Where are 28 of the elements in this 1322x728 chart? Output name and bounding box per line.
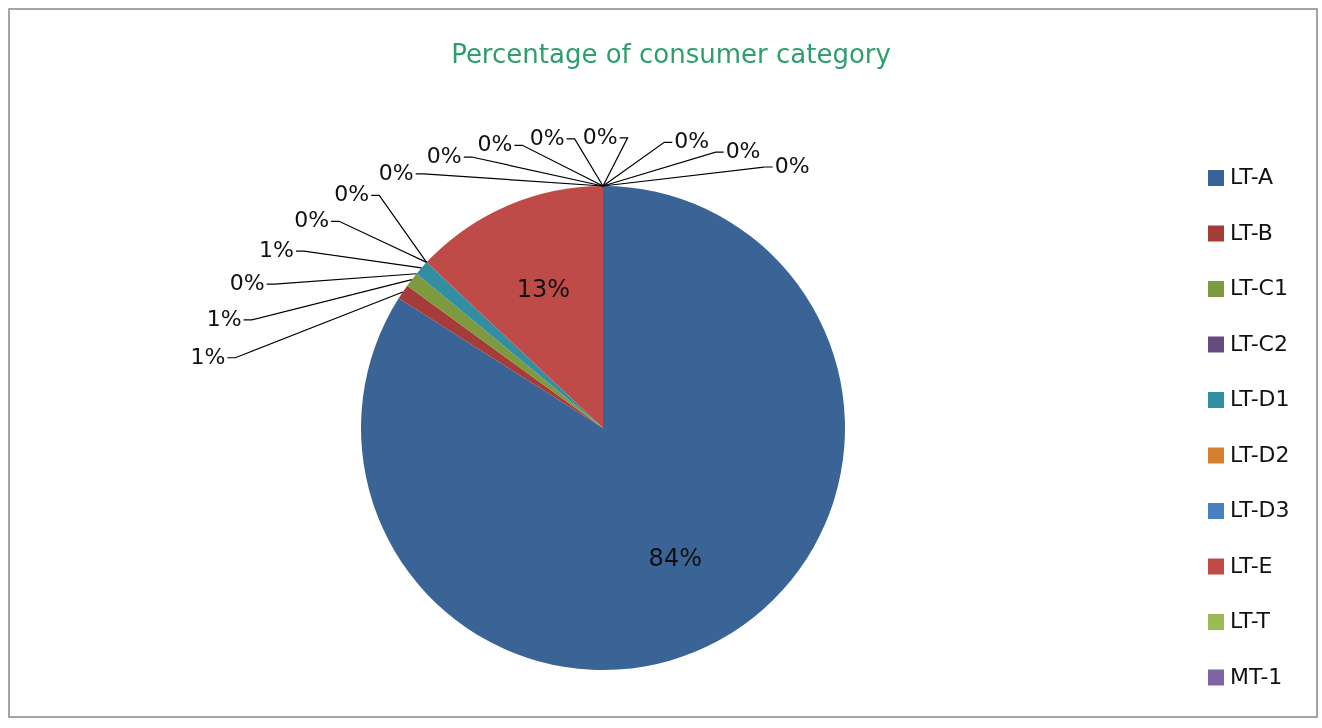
legend-label: LT-D3 [1230, 497, 1290, 522]
text: 0% [378, 159, 414, 185]
text: 0% [774, 152, 810, 178]
text: 0% [477, 131, 513, 157]
data-label: 13% [516, 275, 571, 304]
text: 0% [294, 207, 330, 233]
legend-label: LT-T [1230, 608, 1271, 633]
legend-label: LT-B [1230, 219, 1273, 245]
pie-slice [426, 186, 603, 428]
legend-label: MT-1 [1230, 663, 1283, 689]
data-label: 1% [190, 343, 226, 369]
legend-label: LT-C1 [1230, 275, 1288, 300]
legend-label: LT-E [1230, 552, 1273, 578]
text: 0% [582, 123, 618, 149]
chart-title: Percentage of consumer category [451, 39, 891, 69]
legend-label: LT-D2 [1230, 441, 1290, 467]
text: 0% [229, 270, 265, 296]
text: 0% [426, 143, 462, 169]
data-label: 1% [206, 305, 242, 331]
legend-label: LT-D1 [1230, 386, 1290, 411]
text: 0% [674, 128, 710, 154]
text: 0% [334, 181, 370, 207]
text: 0% [725, 138, 761, 164]
data-label: 1% [259, 237, 294, 263]
legend-label: LT-C2 [1230, 330, 1288, 356]
data-label: 84% [648, 544, 702, 573]
text: 0% [529, 124, 565, 150]
legend-label: LT-A [1230, 164, 1274, 189]
